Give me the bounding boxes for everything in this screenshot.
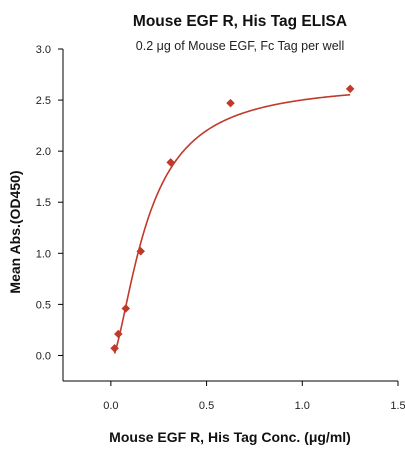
y-tick-label: 0.0 — [36, 350, 51, 362]
x-tick-label: 1.0 — [295, 400, 310, 412]
y-tick-label: 2.0 — [36, 146, 51, 158]
y-axis-ticks: 0.0 0.5 1.0 1.5 2.0 2.5 3.0 — [36, 44, 63, 362]
x-tick-label: 0.0 — [103, 400, 118, 412]
y-tick-label: 1.0 — [36, 248, 51, 260]
y-tick-label: 1.5 — [36, 197, 51, 209]
y-tick-label: 0.5 — [36, 299, 51, 311]
fit-curve-layer — [113, 93, 351, 354]
y-axis-label: Mean Abs.(OD450) — [7, 170, 23, 293]
data-point — [166, 158, 176, 167]
x-tick-label: 1.5 — [390, 400, 405, 412]
y-tick-label: 2.5 — [36, 95, 51, 107]
fit-curve — [113, 93, 351, 354]
y-tick-label: 3.0 — [36, 44, 51, 56]
data-point — [110, 343, 119, 353]
chart-subtitle: 0.2 μg of Mouse EGF, Fc Tag per well — [136, 39, 344, 53]
data-point — [345, 84, 355, 94]
data-point — [136, 246, 146, 256]
axes — [62, 49, 398, 382]
data-point — [226, 98, 235, 108]
chart-title: Mouse EGF R, His Tag ELISA — [133, 13, 347, 30]
data-point — [121, 304, 131, 313]
data-point — [113, 329, 123, 339]
x-tick-label: 0.5 — [199, 400, 214, 412]
x-axis-label: Mouse EGF R, His Tag Conc. (μg/ml) — [109, 429, 351, 445]
x-axis-ticks: 0.0 0.5 1.0 1.5 — [103, 381, 405, 412]
data-points-layer — [110, 84, 355, 353]
